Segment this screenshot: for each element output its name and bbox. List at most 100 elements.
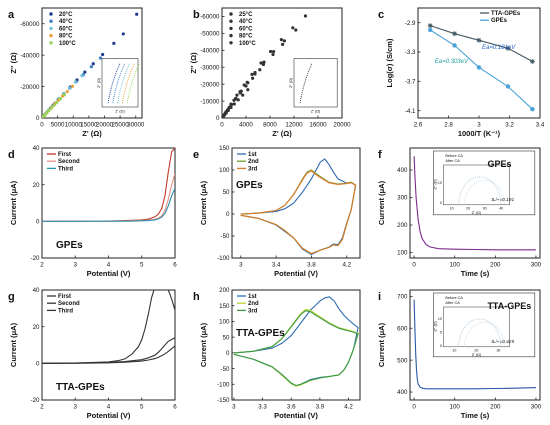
- inset-curve: [464, 179, 505, 205]
- y-tick-label: -20000: [20, 84, 40, 91]
- legend-marker: [229, 26, 233, 31]
- plot-area: [413, 299, 536, 390]
- x-tick-label: 300: [531, 404, 542, 411]
- y-tick-label: -20: [31, 255, 41, 262]
- inset-frame: [433, 150, 536, 216]
- data-point: [476, 37, 482, 43]
- legend-label: 60°C: [239, 26, 253, 32]
- data-point: [505, 84, 511, 89]
- x-tick-label: 3: [74, 404, 78, 411]
- y-tick-label: -50: [221, 233, 231, 240]
- y-tick-label: 100: [397, 250, 408, 257]
- data-point: [261, 62, 265, 67]
- y-tick-label: 0: [216, 115, 220, 122]
- inset-x-tick-label: 40: [499, 206, 503, 210]
- x-tick-label: 0: [412, 404, 416, 411]
- legend-label: 2nd: [248, 159, 259, 165]
- data-point: [281, 42, 285, 46]
- y-axis-label: Current (μA): [377, 322, 386, 367]
- data-point: [52, 103, 56, 107]
- data-point: [71, 84, 75, 88]
- legend-label: 3rd: [248, 166, 258, 172]
- data-point: [269, 49, 273, 54]
- plot-frame: [231, 147, 361, 259]
- y-tick-label: 100: [219, 167, 230, 174]
- legend-label: 80°C: [239, 34, 253, 40]
- inset-x-tick-label: 10: [452, 348, 456, 352]
- x-tick-label: 3: [477, 122, 481, 129]
- y-tick-label: 200: [397, 222, 408, 229]
- x-tick-label: 4: [107, 262, 111, 269]
- x-tick-label: 4.2: [344, 404, 353, 411]
- legend-label: 40°C: [239, 19, 253, 25]
- inset-title: GPEs: [487, 159, 511, 169]
- data-point: [251, 76, 255, 80]
- x-tick-label: 3.2: [505, 122, 514, 129]
- x-tick-label: 3.8: [307, 262, 316, 269]
- series-line: [42, 337, 175, 364]
- plot-frame: [409, 289, 541, 401]
- legend-label: 40°C: [59, 19, 73, 25]
- data-point: [224, 111, 228, 115]
- inset-annotation: tLi+=0.425: [491, 339, 514, 345]
- legend-label: TTA-GPEs: [491, 11, 521, 17]
- y-tick-label: -100: [217, 255, 230, 262]
- y-axis-label: Current (μA): [377, 180, 386, 225]
- plot-area: [427, 23, 535, 112]
- data-point: [235, 93, 239, 97]
- data-point: [294, 28, 298, 32]
- y-tick-label: 0: [36, 219, 40, 226]
- y-tick-label: 0: [226, 350, 230, 357]
- plot-frame: [221, 7, 343, 119]
- data-point: [244, 84, 248, 88]
- x-axis-label: 1000/T (K⁻¹): [458, 129, 501, 138]
- y-tick-label: 500: [397, 357, 408, 364]
- x-tick-label: 0: [40, 122, 44, 129]
- data-point: [271, 52, 275, 57]
- y-axis-label: Log(σ) (S/cm): [385, 38, 394, 87]
- series-line: [240, 158, 357, 256]
- data-point: [45, 111, 49, 115]
- inset-y-label: -Z'' (Ω): [433, 320, 437, 332]
- y-tick-label: -40000: [200, 48, 220, 55]
- annotation: TTA-GPEs: [56, 382, 105, 393]
- data-point: [241, 93, 245, 97]
- data-point: [428, 27, 433, 33]
- y-tick-label: 150: [219, 303, 230, 310]
- x-tick-label: 4.2: [342, 262, 351, 269]
- inset-legend-label: After CA: [445, 159, 460, 163]
- inset-curve: [464, 321, 505, 347]
- legend-label: 2nd: [248, 301, 259, 307]
- y-tick-label: -30000: [200, 64, 220, 71]
- inset-y-tick-label: 0: [440, 344, 442, 348]
- x-tick-label: 20000: [333, 122, 351, 129]
- y-tick-label: -100: [217, 381, 230, 388]
- plot-area: [42, 148, 175, 222]
- inset-x-tick-label: 20: [474, 348, 478, 352]
- y-tick-label: -60000: [200, 14, 220, 21]
- data-point: [303, 14, 307, 18]
- y-tick-label: 400: [397, 167, 408, 174]
- x-tick-label: 3: [232, 404, 236, 411]
- data-point: [282, 39, 286, 43]
- x-axis-label: Potential (V): [87, 269, 131, 278]
- x-tick-label: 4000: [239, 122, 253, 129]
- panel-letter-f: f: [378, 149, 382, 161]
- panel-letter-a: a: [8, 9, 15, 21]
- inset-y-tick-label: 5: [440, 331, 442, 335]
- y-axis-label: Z'' (Ω): [189, 52, 198, 74]
- x-tick-label: 0: [220, 122, 224, 129]
- data-point: [529, 59, 535, 64]
- y-tick-label: 40: [33, 145, 40, 152]
- y-tick-label: 600: [397, 325, 408, 332]
- y-tick-label: 300: [397, 195, 408, 202]
- legend-label: 60°C: [59, 26, 73, 32]
- x-tick-label: 100: [450, 262, 461, 269]
- x-tick-label: 16000: [309, 122, 327, 129]
- annotation: Ea=0.303eV: [435, 59, 469, 65]
- data-point: [279, 38, 283, 42]
- y-tick-label: 0: [36, 115, 40, 122]
- inset-frame: [101, 58, 139, 108]
